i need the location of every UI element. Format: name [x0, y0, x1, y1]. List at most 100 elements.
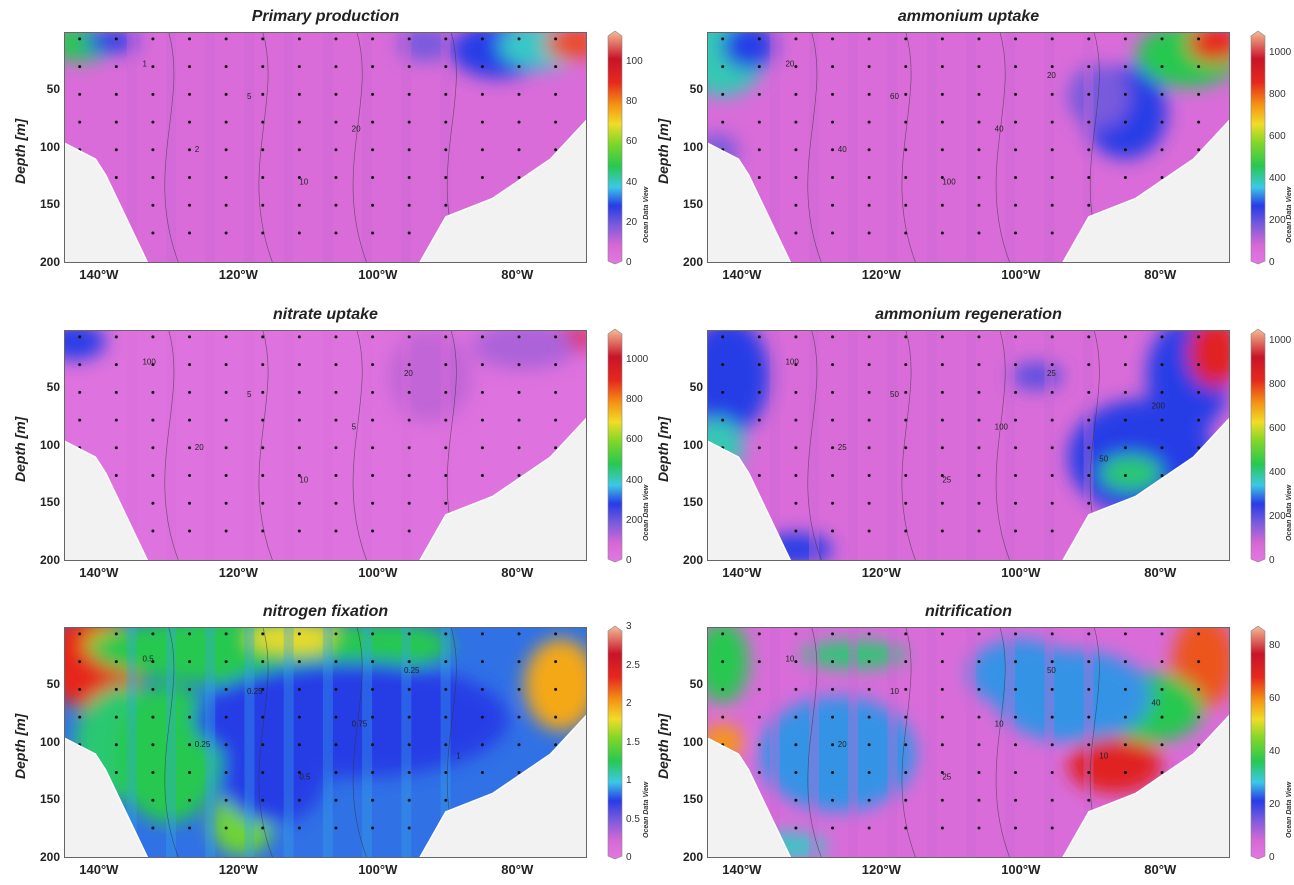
sample-point	[151, 771, 155, 775]
contour-line	[352, 330, 368, 561]
sample-point	[1014, 418, 1018, 422]
contour-label: 20	[785, 60, 794, 69]
sample-point	[1160, 660, 1164, 664]
sample-point	[1014, 65, 1018, 69]
sample-point	[297, 798, 301, 802]
sample-point	[78, 37, 82, 41]
sample-point	[1050, 390, 1054, 394]
colorbar-tick-label: 40	[1269, 745, 1281, 757]
x-tick-label: 80°W	[1144, 267, 1177, 282]
sample-point	[757, 771, 761, 775]
contour-line	[995, 627, 1011, 858]
sample-point	[904, 798, 908, 802]
sample-point	[1160, 743, 1164, 747]
sample-point	[297, 390, 301, 394]
sample-point	[757, 120, 761, 124]
sample-point	[297, 474, 301, 478]
sample-point	[867, 363, 871, 367]
x-tick-label: 100°W	[358, 565, 398, 580]
field-streak	[926, 330, 937, 561]
sample-point	[977, 176, 981, 180]
sample-point	[114, 771, 118, 775]
sample-point	[1160, 390, 1164, 394]
sample-point	[371, 798, 375, 802]
sample-point	[334, 231, 338, 235]
colorbar-tick-label: 400	[1269, 467, 1286, 478]
sample-point	[297, 715, 301, 719]
plot-frame	[64, 627, 587, 858]
sample-point	[1050, 231, 1054, 235]
sample-point	[831, 660, 835, 664]
colorbar	[607, 625, 623, 860]
y-tick-label: 50	[46, 379, 60, 394]
sample-point	[407, 65, 411, 69]
sample-point	[867, 529, 871, 533]
sample-point	[1087, 687, 1091, 691]
sample-point	[867, 92, 871, 96]
sample-point	[480, 390, 484, 394]
contour-label: 0.75	[352, 719, 368, 728]
sample-point	[794, 826, 798, 830]
sample-point	[151, 474, 155, 478]
y-tick-label: 200	[39, 553, 60, 567]
sample-point	[334, 335, 338, 339]
sample-point	[444, 363, 448, 367]
sample-point	[1123, 715, 1127, 719]
colorbar-tick-label: 2.5	[626, 659, 640, 671]
x-tick-label: 140°W	[722, 565, 762, 580]
sample-point	[1087, 390, 1091, 394]
contour-label: 10	[1099, 752, 1108, 761]
sample-point	[867, 390, 871, 394]
sample-point	[407, 632, 411, 636]
field-streak	[848, 627, 859, 858]
panel-title: ammonium regeneration	[875, 306, 1062, 323]
sample-point	[151, 92, 155, 96]
contour-label: 5	[247, 390, 252, 399]
sample-point	[114, 92, 118, 96]
field-patch	[247, 627, 352, 653]
sample-point	[721, 660, 725, 664]
domain-outline	[707, 330, 1230, 561]
colorbar-tick-label: 80	[626, 96, 638, 108]
sample-point	[977, 771, 981, 775]
sample-point	[940, 148, 944, 152]
contour-label: 20	[195, 443, 204, 452]
x-tick-label: 140°W	[79, 267, 119, 282]
sample-point	[757, 363, 761, 367]
domain-outline	[64, 627, 587, 858]
colorbar-tick-label: 80	[1269, 639, 1281, 651]
sample-point	[904, 120, 908, 124]
sample-point	[151, 120, 155, 124]
sample-point	[261, 148, 265, 152]
sample-point	[794, 743, 798, 747]
field-streak	[1083, 32, 1094, 263]
sample-point	[904, 203, 908, 207]
contour-line	[352, 32, 368, 263]
sample-point	[1050, 37, 1054, 41]
sample-point	[371, 743, 375, 747]
sample-point	[334, 826, 338, 830]
sample-point	[904, 771, 908, 775]
sample-point	[867, 176, 871, 180]
contour-label: 60	[890, 92, 899, 101]
domain-outline	[64, 32, 587, 263]
sample-point	[407, 446, 411, 450]
sample-point	[334, 446, 338, 450]
sample-point	[1014, 632, 1018, 636]
sample-point	[977, 65, 981, 69]
colorbar-scale	[607, 30, 623, 265]
sample-point	[407, 501, 411, 505]
field-streak	[362, 330, 373, 561]
sample-point	[1014, 363, 1018, 367]
sample-point	[188, 446, 192, 450]
sample-point	[794, 203, 798, 207]
field-streak	[965, 32, 976, 263]
sample-point	[334, 743, 338, 747]
sample-point	[977, 687, 981, 691]
sample-point	[297, 363, 301, 367]
contour-label: 5	[352, 422, 357, 431]
sample-point	[371, 418, 375, 422]
sample-point	[188, 743, 192, 747]
sample-point	[480, 771, 484, 775]
section-plot: 100 20 5 10 5 20	[64, 330, 587, 561]
